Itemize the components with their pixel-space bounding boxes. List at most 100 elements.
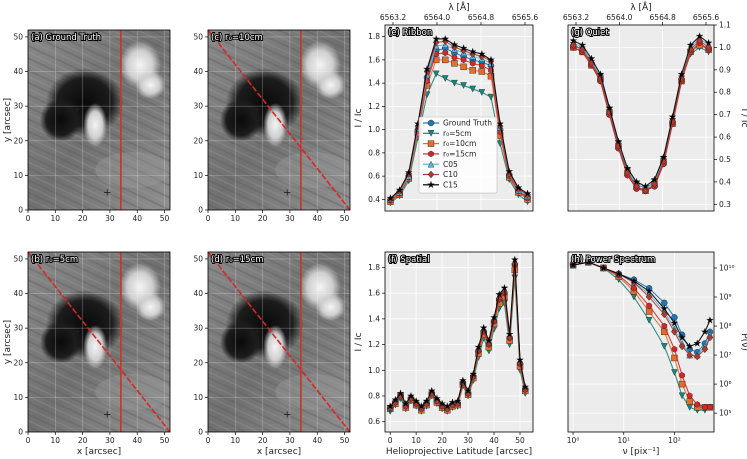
x-axis-label: Helioprojective Latitude [arcsec] <box>386 447 532 457</box>
y-tick-label: 1.6 <box>368 289 380 298</box>
axes-frame <box>384 24 534 212</box>
plot-panel-f: 0.6 0.8 1.0 1.2 1.4 1.6 1.8 0 10 20 30 40 50 Heliopro… <box>354 251 534 457</box>
data-point <box>469 85 477 93</box>
data-point <box>686 392 693 399</box>
y-tick-label: 1.6 <box>368 55 380 64</box>
legend-label: C10 <box>443 170 458 179</box>
point-marker: + <box>253 105 261 116</box>
data-point <box>596 70 605 78</box>
panel-title: (h) Power Spectrum <box>571 255 655 265</box>
y-tick-label: 1.0 <box>719 43 731 52</box>
data-point <box>706 333 714 342</box>
data-point <box>464 386 473 395</box>
series-line <box>390 73 528 204</box>
top-x-axis-label: λ [Å] <box>448 1 469 13</box>
x-tick-label: 10 <box>411 436 421 445</box>
data-point <box>487 55 495 64</box>
data-point <box>479 62 485 69</box>
data-point <box>407 391 415 400</box>
data-point <box>633 182 640 191</box>
x-tick-label: 10 <box>51 214 61 223</box>
data-point <box>659 153 668 161</box>
data-point <box>428 150 434 158</box>
y-tick-label: 0 <box>18 206 23 215</box>
y-tick-label: 1.4 <box>368 79 380 88</box>
x-axis-label: x [arcsec] <box>77 447 121 457</box>
legend-label: r₀=15cm <box>443 150 476 159</box>
image-panel-a: + + (a) Ground Truth 0 10 20 30 40 50 0 10 20 30 40 50… <box>3 29 171 223</box>
series-C15 <box>386 34 532 202</box>
y-tick-label: 0.6 <box>368 417 380 426</box>
top-x-tick-label: 6564.0 <box>606 13 632 22</box>
data-point <box>605 103 614 112</box>
data-point <box>443 402 452 410</box>
data-point <box>641 182 650 190</box>
data-point <box>700 327 709 336</box>
y-tick-label: 20 <box>13 358 23 367</box>
data-point <box>584 258 593 266</box>
data-point <box>427 386 436 395</box>
data-point <box>707 404 713 411</box>
legend-label: Ground Truth <box>443 119 492 128</box>
y-axis-label: y [arcsec] <box>3 98 13 142</box>
data-point <box>401 399 410 408</box>
axes-frame <box>27 251 171 433</box>
x-tick-label: 0 <box>26 214 31 223</box>
axes-frame <box>207 251 351 433</box>
data-point <box>479 323 488 332</box>
series-line <box>573 35 709 187</box>
y-tick-label: 1.0 <box>368 125 380 134</box>
data-point <box>386 402 395 410</box>
data-point <box>702 404 708 411</box>
diagonal-line <box>207 251 351 433</box>
x-tick-label: 0 <box>206 214 211 223</box>
y-tick-label: 20 <box>193 358 203 367</box>
point-marker: + <box>103 188 111 199</box>
data-point <box>570 41 577 49</box>
x-tick-label: 40 <box>489 436 499 445</box>
x-tick-label: 10 <box>231 436 241 445</box>
data-point <box>705 43 712 52</box>
data-point <box>469 60 476 67</box>
data-point <box>427 180 435 189</box>
image-panel-d: + + (d) r₀=15cm 0 10 20 30 40 50 0 10 20 30 40 50 x [ar… <box>193 251 351 457</box>
image-panel-b: + + (b) r₀=5cm 0 10 20 30 40 50 0 10 20 30 40 50 x [arc… <box>3 251 171 457</box>
series-line <box>390 38 528 199</box>
data-point <box>427 119 435 127</box>
x-tick-label: 30 <box>463 436 473 445</box>
data-point <box>459 44 468 52</box>
panel-title: (d) r₀=15cm <box>211 255 264 265</box>
y-tick-label: 20 <box>13 136 23 145</box>
data-point <box>632 177 641 186</box>
x-tick-label: 0 <box>206 436 211 445</box>
data-point <box>451 54 458 61</box>
data-point <box>629 276 638 285</box>
y-tick-label: 10 <box>13 171 23 180</box>
data-point <box>477 49 486 58</box>
data-point <box>423 65 431 73</box>
y-tick-label: 50 <box>13 254 23 263</box>
data-point <box>685 342 694 350</box>
y-tick-label: 0.8 <box>368 392 380 401</box>
axes-frame <box>567 24 715 212</box>
data-point <box>678 333 686 341</box>
y-tick-label: 50 <box>193 254 203 263</box>
data-point <box>686 41 695 49</box>
data-point <box>460 63 467 71</box>
data-point <box>460 82 467 89</box>
point-marker: + <box>103 410 111 421</box>
y-axis-label: y [arcsec] <box>3 320 13 364</box>
panel-title: (f) Spatial <box>388 255 430 265</box>
data-point <box>693 339 702 347</box>
data-point <box>615 142 622 150</box>
y-tick-label: 1.1 <box>719 21 731 30</box>
data-point <box>432 70 440 78</box>
data-point <box>404 168 413 176</box>
y-tick-label: 10¹⁰ <box>719 263 735 272</box>
series-C15 <box>569 258 714 350</box>
legend-label: C05 <box>443 160 458 169</box>
x-tick-label: 30 <box>285 436 295 445</box>
data-point <box>469 67 476 74</box>
y-tick-label: 10 <box>13 393 23 402</box>
